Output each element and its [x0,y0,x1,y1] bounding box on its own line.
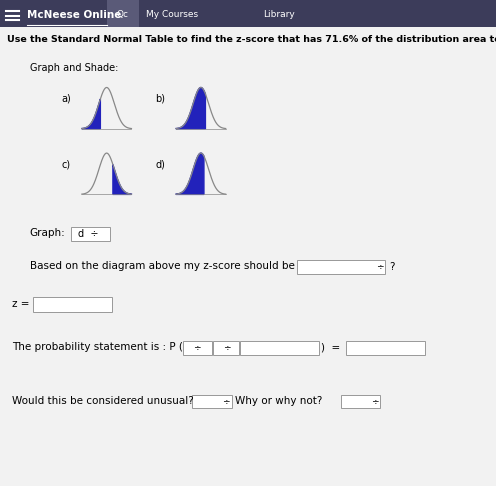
Text: d  ÷: d ÷ [78,229,99,239]
Polygon shape [82,99,100,129]
Text: ÷: ÷ [223,344,230,352]
FancyBboxPatch shape [240,341,319,355]
FancyBboxPatch shape [107,0,139,27]
Text: Graph:: Graph: [30,228,65,238]
Polygon shape [176,153,204,194]
FancyBboxPatch shape [346,341,425,355]
Text: ?: ? [389,262,395,272]
Text: McNeese Online: McNeese Online [27,10,122,19]
Text: )  =: ) = [321,343,340,353]
Polygon shape [113,165,131,194]
FancyBboxPatch shape [0,0,496,27]
FancyBboxPatch shape [183,341,212,355]
FancyBboxPatch shape [192,395,232,408]
Text: Use the Standard Normal Table to find the z-score that has 71.6% of the distribu: Use the Standard Normal Table to find th… [7,35,496,44]
Text: My Courses: My Courses [146,10,198,19]
FancyBboxPatch shape [71,227,110,241]
Text: Would this be considered unusual?: Would this be considered unusual? [12,396,194,406]
Text: c): c) [62,159,71,169]
Text: The probability statement is : P (: The probability statement is : P ( [12,343,184,352]
Text: b): b) [155,94,165,104]
FancyBboxPatch shape [297,260,385,274]
Text: Why or why not?: Why or why not? [235,397,322,406]
FancyBboxPatch shape [341,395,380,408]
Polygon shape [176,87,205,129]
Text: ÷: ÷ [193,344,201,352]
Text: z =: z = [12,299,30,309]
Text: ÷: ÷ [371,397,378,406]
Text: Qc: Qc [117,10,128,19]
Text: d): d) [155,159,165,169]
Text: a): a) [61,94,71,104]
FancyBboxPatch shape [0,27,496,486]
Text: Library: Library [263,10,295,19]
Text: ÷: ÷ [222,397,230,406]
Text: Based on the diagram above my z-score should be: Based on the diagram above my z-score sh… [30,261,295,271]
Text: ÷: ÷ [376,262,383,271]
FancyBboxPatch shape [213,341,239,355]
Text: Graph and Shade:: Graph and Shade: [30,63,118,73]
FancyBboxPatch shape [33,297,112,312]
